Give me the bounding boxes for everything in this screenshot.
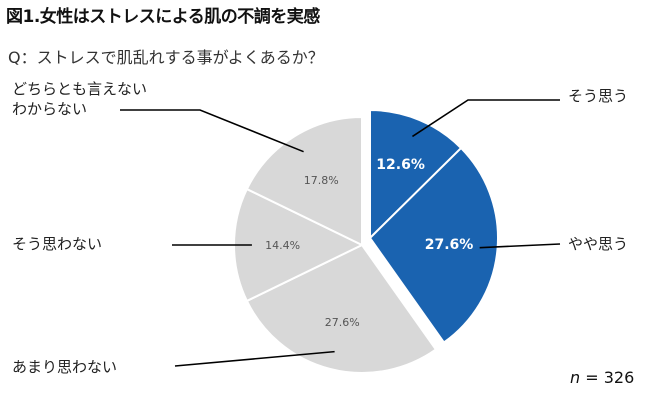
- chart-title: 図1.女性はストレスによる肌の不調を実感: [6, 7, 320, 27]
- leader-line: [120, 109, 304, 153]
- sample-size-value: = 326: [580, 368, 635, 387]
- pie-slice-3: [245, 244, 437, 374]
- question-text: Q：ストレスで肌乱れする事がよくあるか？: [8, 48, 324, 67]
- slice-value-label: 27.6%: [425, 237, 474, 253]
- slice-value-label: 12.6%: [376, 157, 425, 173]
- slice-category-label-line: そう思わない: [12, 235, 102, 253]
- leader-line: [479, 243, 561, 249]
- sample-size-symbol: n: [570, 368, 581, 387]
- pie-slice-1: [369, 109, 463, 239]
- slice-category-label-line: どちらとも言えない: [12, 80, 147, 98]
- slice-category-label-line: あまり思わない: [12, 358, 117, 376]
- slice-value-labels: 12.6% 27.6% 27.6% 14.4% 17.8%: [265, 157, 473, 329]
- slice-value-label: 14.4%: [265, 239, 300, 252]
- pie-slice-5: [245, 116, 363, 246]
- slice-value-label: 17.8%: [304, 174, 339, 187]
- leader-line: [412, 99, 560, 138]
- sample-size: n = 326: [570, 368, 634, 387]
- slice-category-label-line: わからない: [12, 100, 87, 118]
- slice-category-label: あまり思わない: [12, 358, 117, 376]
- slice-category-label-line: そう思う: [568, 87, 628, 105]
- slice-category-label: やや思う: [568, 235, 628, 253]
- leader-lines: [120, 99, 561, 367]
- slice-category-label-line: やや思う: [568, 235, 628, 253]
- slice-value-label: 27.6%: [325, 316, 360, 329]
- pie-slice-2: [369, 147, 499, 344]
- slice-category-label: そう思わない: [12, 235, 102, 253]
- slice-category-label: そう思う: [568, 87, 628, 105]
- slice-category-label: どちらとも言えないわからない: [12, 80, 147, 118]
- leader-line: [174, 350, 335, 367]
